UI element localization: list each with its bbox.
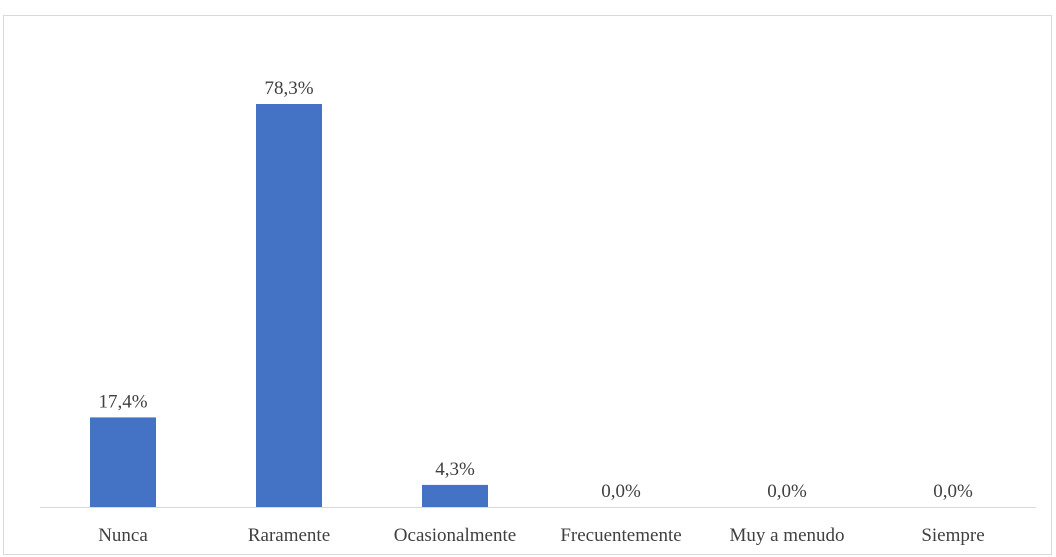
bar-1	[256, 104, 322, 507]
chart-frame	[3, 15, 1052, 555]
data-labels-group: 17,4% 78,3% 4,3% 0,0% 0,0% 0,0%	[98, 78, 973, 502]
bar-2	[422, 484, 488, 507]
x-tick-label-3: Frecuentemente	[560, 525, 681, 546]
x-tick-label-4: Muy a menudo	[729, 525, 844, 546]
x-tick-label-1: Raramente	[248, 525, 330, 546]
bar-0	[90, 417, 156, 507]
data-label-5: 0,0%	[933, 481, 973, 502]
x-tick-label-2: Ocasionalmente	[394, 525, 516, 546]
x-tick-label-0: Nunca	[98, 525, 148, 546]
x-tick-label-5: Siempre	[921, 525, 984, 546]
x-tick-labels-group: Nunca Raramente Ocasionalmente Frecuentemen…	[98, 525, 984, 546]
data-label-2: 4,3%	[435, 459, 475, 480]
data-label-0: 17,4%	[98, 391, 147, 412]
data-label-4: 0,0%	[767, 481, 807, 502]
data-label-1: 78,3%	[264, 78, 313, 99]
data-label-3: 0,0%	[601, 481, 641, 502]
bars-group	[90, 104, 488, 507]
